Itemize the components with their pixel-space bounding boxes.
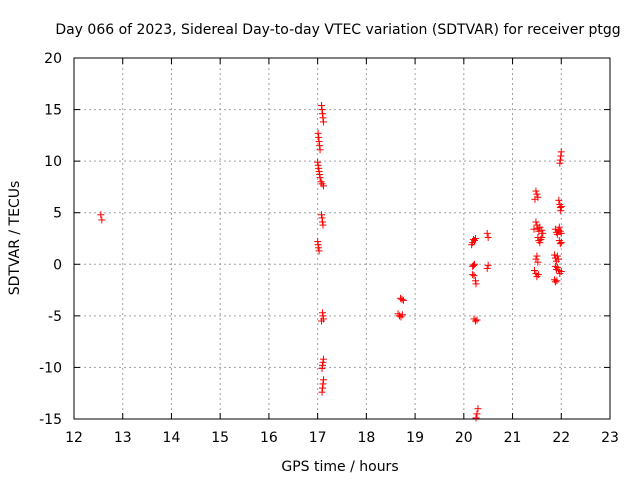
x-tick-label: 14 xyxy=(163,430,181,446)
data-point xyxy=(534,258,542,266)
data-point xyxy=(470,272,478,280)
data-point xyxy=(398,311,406,319)
data-point xyxy=(557,229,565,237)
data-point xyxy=(468,241,476,249)
data-point xyxy=(484,261,492,269)
data-point xyxy=(538,233,546,241)
y-tick-label: 20 xyxy=(44,51,62,67)
data-point xyxy=(535,227,543,235)
data-point xyxy=(539,229,547,237)
data-point xyxy=(472,235,480,242)
data-point xyxy=(532,218,540,226)
data-point xyxy=(551,225,559,233)
data-point xyxy=(318,364,326,372)
data-point xyxy=(474,405,482,413)
data-point xyxy=(470,261,478,269)
data-point xyxy=(319,118,327,126)
data-point xyxy=(318,388,326,396)
plot-frame xyxy=(73,57,611,420)
x-tick-label: 20 xyxy=(455,430,473,446)
x-tick-label: 19 xyxy=(406,430,424,446)
data-point xyxy=(536,239,544,247)
data-point xyxy=(534,271,542,279)
data-point xyxy=(473,410,481,418)
data-point xyxy=(484,233,492,241)
y-tick-label: 0 xyxy=(53,257,62,273)
y-tick-label: 10 xyxy=(44,154,62,170)
data-point xyxy=(555,223,563,231)
data-point xyxy=(557,203,565,211)
data-point xyxy=(483,229,491,237)
data-point xyxy=(557,268,565,276)
data-point xyxy=(473,316,481,324)
data-point xyxy=(553,263,561,271)
data-point xyxy=(538,226,546,234)
data-point xyxy=(315,247,323,255)
data-point xyxy=(553,230,561,238)
data-point xyxy=(319,182,327,190)
data-point xyxy=(316,174,324,182)
x-tick-label: 16 xyxy=(260,430,278,446)
grid xyxy=(74,58,610,419)
x-tick-label: 17 xyxy=(309,430,327,446)
data-point xyxy=(98,216,106,224)
x-tick-label: 15 xyxy=(211,430,229,446)
y-tick-label: 15 xyxy=(44,103,62,119)
data-point xyxy=(395,312,403,320)
data-point xyxy=(316,146,324,154)
y-tick-label: 5 xyxy=(53,206,62,222)
y-tick-label: -5 xyxy=(48,309,62,325)
chart-title: Day 066 of 2023, Sidereal Day-to-day VTE… xyxy=(55,22,620,38)
data-point xyxy=(399,296,407,304)
data-points xyxy=(97,101,565,422)
data-point xyxy=(553,252,561,260)
data-point xyxy=(470,236,478,244)
data-point xyxy=(318,317,326,325)
data-point xyxy=(532,187,540,195)
x-tick-label: 21 xyxy=(504,430,522,446)
data-point xyxy=(472,280,480,288)
data-point xyxy=(469,271,477,279)
data-point xyxy=(319,221,327,229)
data-point xyxy=(483,264,491,272)
data-point xyxy=(471,260,479,268)
y-axis-label: SDTVAR / TECUs xyxy=(7,181,23,296)
data-point xyxy=(472,414,480,422)
data-point xyxy=(531,195,539,203)
x-tick-label: 22 xyxy=(552,430,570,446)
data-point xyxy=(551,262,559,270)
data-point xyxy=(550,251,558,259)
data-point xyxy=(530,266,538,274)
data-point xyxy=(551,278,559,286)
x-tick-label: 12 xyxy=(65,430,83,446)
data-point xyxy=(533,190,541,198)
data-point xyxy=(555,196,563,204)
y-tick-label: -15 xyxy=(39,412,62,428)
x-tick-label: 23 xyxy=(601,430,619,446)
data-point xyxy=(532,255,540,263)
data-point xyxy=(556,159,564,167)
data-point xyxy=(530,225,538,233)
data-point xyxy=(557,239,565,247)
x-tick-label: 13 xyxy=(114,430,132,446)
data-point xyxy=(398,295,406,303)
x-tick-label: 18 xyxy=(357,430,375,446)
data-point xyxy=(472,317,480,325)
data-point xyxy=(97,211,105,219)
data-point xyxy=(554,255,562,263)
data-point xyxy=(556,240,564,248)
ticks: 12 13 14 15 16 17 18 19 20 21 22 23 -15 -10 -5 0 5 10 15 20 xyxy=(39,51,619,446)
y-tick-label: -10 xyxy=(39,360,62,376)
data-point xyxy=(553,277,561,285)
data-point xyxy=(533,252,541,260)
x-axis-label: GPS time / hours xyxy=(281,459,398,475)
